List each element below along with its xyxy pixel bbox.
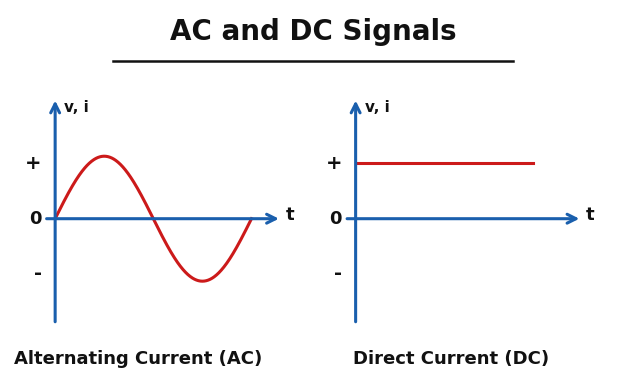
Text: +: + xyxy=(326,154,342,173)
Text: 0: 0 xyxy=(329,210,342,228)
Text: +: + xyxy=(25,154,41,173)
Text: t: t xyxy=(586,206,595,224)
Text: t: t xyxy=(285,206,294,224)
Text: v, i: v, i xyxy=(64,100,89,115)
Text: AC and DC Signals: AC and DC Signals xyxy=(170,18,456,46)
Text: -: - xyxy=(334,264,342,283)
Text: -: - xyxy=(34,264,41,283)
Text: Direct Current (DC): Direct Current (DC) xyxy=(352,350,549,368)
Text: v, i: v, i xyxy=(365,100,389,115)
Text: 0: 0 xyxy=(29,210,41,228)
Text: Alternating Current (AC): Alternating Current (AC) xyxy=(14,350,262,368)
